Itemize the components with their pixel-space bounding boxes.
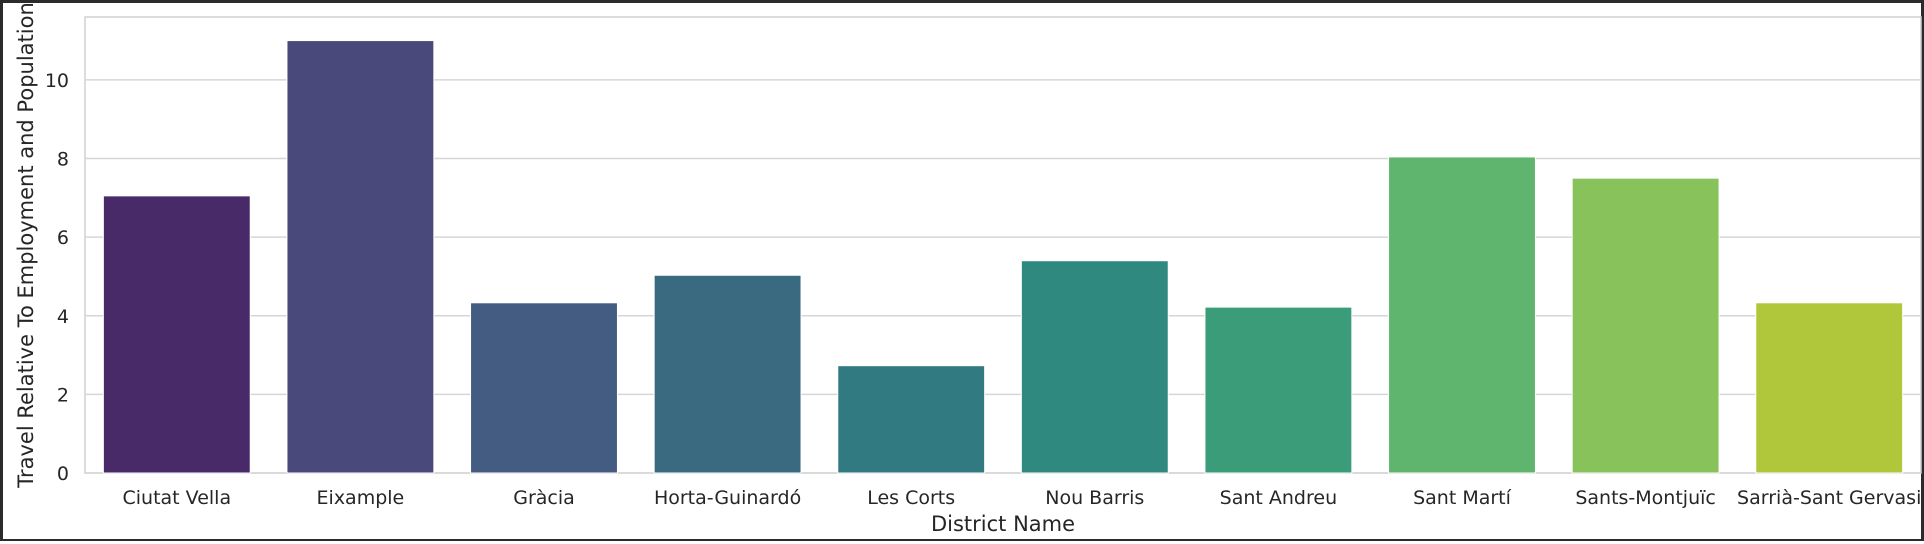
x-tick-label: Eixample (317, 487, 405, 509)
x-tick-labels: Ciutat Vella Eixample Gràcia Horta-Guinardó… (123, 487, 1922, 509)
x-tick-label: Sant Andreu (1220, 487, 1337, 509)
x-tick-label: Sant Martí (1413, 487, 1512, 509)
bar-les-corts (837, 365, 986, 474)
x-tick-label: Horta-Guinardó (654, 487, 801, 509)
x-tick-label: Les Corts (867, 487, 955, 509)
y-tick-label: 2 (57, 384, 69, 406)
bar-horta-guinard- (653, 274, 802, 474)
bar-ciutat-vella (102, 195, 251, 474)
bars (102, 40, 1904, 474)
x-tick-label: Nou Barris (1045, 487, 1144, 509)
bar-sarri-sant-gervasi (1755, 302, 1904, 474)
y-tick-label: 10 (45, 70, 69, 92)
x-tick-label: Sants-Montjuïc (1575, 487, 1716, 509)
y-tick-label: 6 (57, 227, 69, 249)
x-tick-label: Gràcia (513, 487, 575, 509)
bar-chart: 0 2 4 6 8 10 Ciutat Vella Eixample Gràcia Horta-… (14, 3, 1922, 536)
y-axis-label: Travel Relative To Employment and Popula… (14, 3, 38, 489)
y-tick-label: 0 (57, 463, 69, 485)
x-tick-label: Sarrià-Sant Gervasi (1737, 487, 1921, 509)
y-tick-label: 4 (57, 306, 69, 328)
bar-eixample (286, 40, 435, 474)
bar-sant-mart- (1388, 156, 1536, 474)
x-axis-label: District Name (931, 512, 1075, 536)
bar-gr-cia (470, 302, 618, 474)
bar-sants-montju-c (1571, 177, 1720, 474)
x-tick-label: Ciutat Vella (123, 487, 232, 509)
y-tick-label: 8 (57, 149, 69, 171)
bar-sant-andreu (1204, 306, 1353, 474)
bar-nou-barris (1020, 260, 1169, 474)
y-tick-labels: 0 2 4 6 8 10 (45, 70, 69, 485)
